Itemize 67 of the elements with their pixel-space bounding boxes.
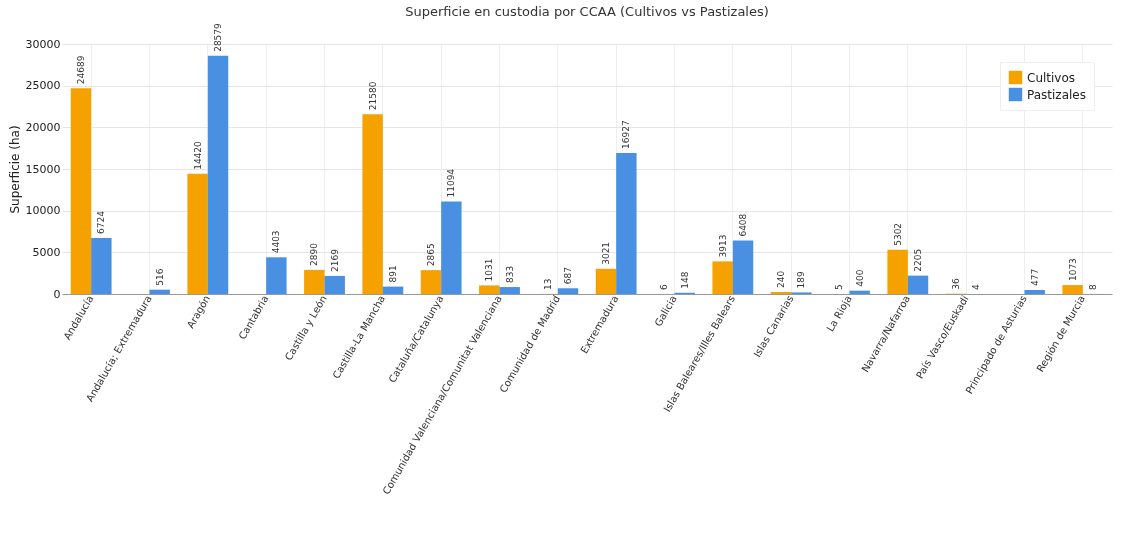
- data-label: 1031: [484, 258, 495, 282]
- bar: [1062, 285, 1083, 294]
- bar: [362, 114, 383, 294]
- data-label: 14420: [192, 140, 203, 170]
- data-label: 2205: [913, 248, 924, 272]
- legend-label: Cultivos: [1027, 70, 1076, 85]
- data-label: 4403: [271, 230, 282, 254]
- y-tick-label: 0: [53, 287, 61, 301]
- data-label: 891: [388, 265, 399, 283]
- bar: [479, 285, 500, 294]
- bar: [266, 257, 287, 294]
- bar: [907, 275, 929, 294]
- data-label: 8: [1088, 283, 1099, 290]
- data-label: 24689: [75, 55, 86, 85]
- bar: [382, 286, 404, 294]
- data-label: 400: [854, 269, 865, 287]
- y-tick-label: 10000: [25, 204, 61, 218]
- data-label: 13: [542, 278, 553, 290]
- data-label: 28579: [213, 22, 224, 52]
- y-tick-label: 20000: [25, 120, 61, 134]
- bar: [595, 268, 617, 294]
- data-label: 477: [1029, 268, 1040, 287]
- data-label: 5302: [892, 222, 903, 246]
- chart-title: Superficie en custodia por CCAA (Cultivos vs Pastizales): [405, 4, 769, 20]
- data-label: 4: [971, 283, 982, 290]
- bar: [557, 288, 579, 294]
- data-label: 6724: [96, 210, 107, 234]
- data-label: 16927: [621, 120, 632, 149]
- data-label: 6408: [738, 213, 749, 237]
- legend-label: Pastizales: [1027, 87, 1086, 102]
- data-label: 1073: [1067, 258, 1078, 282]
- data-label: 3913: [717, 234, 728, 258]
- bar: [712, 261, 733, 294]
- bar: [732, 240, 754, 294]
- bar: [499, 287, 520, 294]
- bar: [187, 173, 208, 294]
- bar: [70, 88, 92, 294]
- bar: [441, 201, 462, 294]
- data-label: 2865: [425, 243, 436, 267]
- y-tick-label: 15000: [25, 162, 61, 176]
- y-tick-label: 5000: [32, 245, 61, 259]
- data-label: 5: [834, 284, 845, 290]
- bar: [420, 270, 442, 294]
- y-tick-label: 30000: [25, 37, 61, 51]
- data-label: 189: [796, 270, 807, 289]
- data-label: 6: [659, 283, 670, 290]
- data-label: 21580: [367, 81, 378, 111]
- data-label: 516: [154, 268, 165, 286]
- bar: [207, 55, 229, 294]
- y-tick-label: 25000: [25, 79, 61, 93]
- bar: [887, 249, 908, 294]
- data-label: 833: [504, 265, 515, 284]
- data-label: 2890: [309, 242, 320, 266]
- data-label: 240: [775, 270, 786, 288]
- data-label: 11094: [446, 168, 457, 198]
- bar: [324, 275, 345, 294]
- bar: [91, 237, 112, 294]
- data-label: 687: [563, 267, 574, 285]
- bar: [1024, 290, 1045, 294]
- data-label: 36: [950, 277, 961, 290]
- data-label: 3021: [600, 241, 611, 265]
- data-label: 148: [679, 271, 690, 289]
- bar: [149, 289, 170, 294]
- bar: [304, 269, 325, 294]
- data-label: 2169: [329, 248, 340, 272]
- bar: [616, 152, 637, 294]
- y-axis-title: Superficie (ha): [7, 125, 22, 214]
